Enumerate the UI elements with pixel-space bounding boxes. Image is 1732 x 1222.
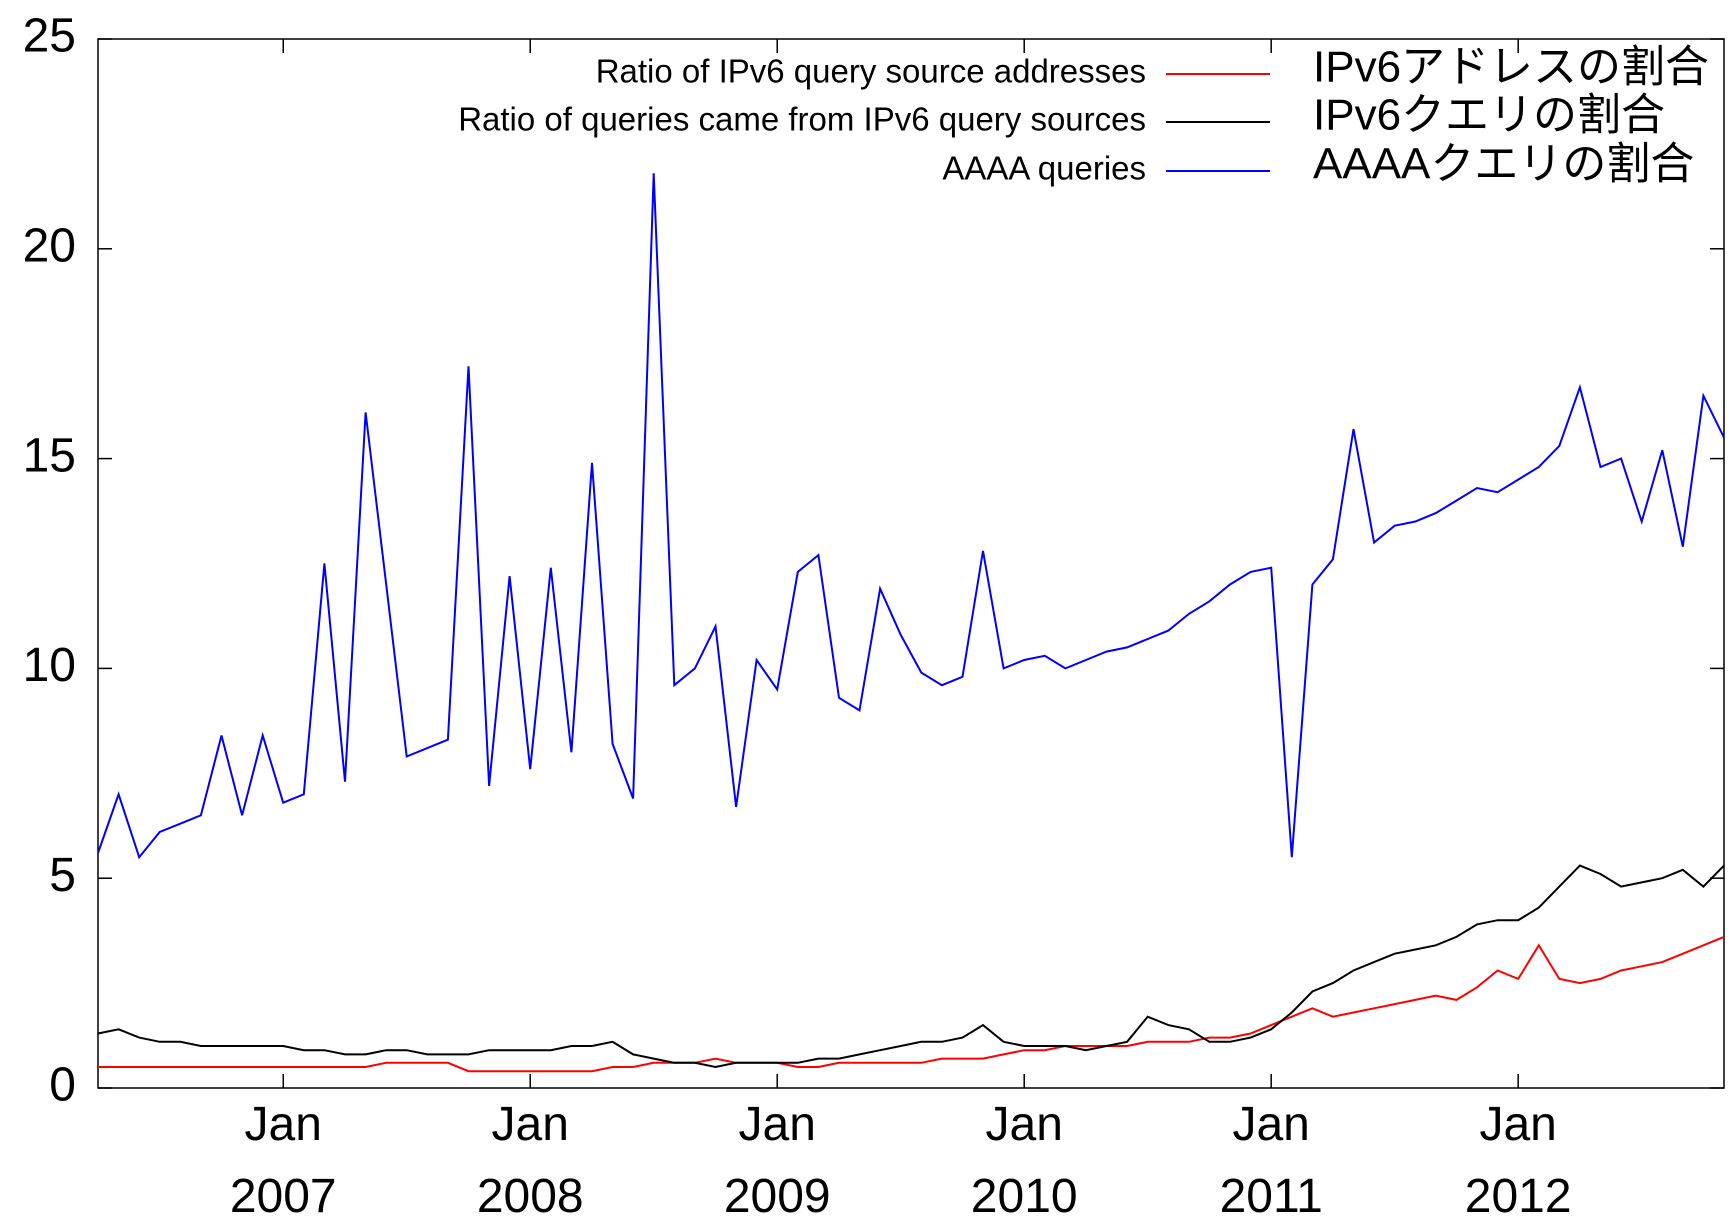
x-tick-label-line: 2007 bbox=[230, 1170, 337, 1222]
x-tick-label: Jan 2012 bbox=[1465, 1098, 1572, 1222]
x-tick-label: Jan 2009 bbox=[724, 1098, 831, 1222]
series-line bbox=[97, 173, 1725, 860]
series-line bbox=[97, 864, 1725, 1069]
x-tick-label: Jan 2011 bbox=[1220, 1098, 1323, 1222]
plot-frame bbox=[97, 38, 1725, 1089]
y-tick-label: 25 bbox=[23, 10, 76, 63]
annotation: AAAAクエリの割合 bbox=[1313, 140, 1694, 189]
legend-label: AAAA queries bbox=[942, 150, 1146, 187]
x-tick-label-line: Jan bbox=[492, 1098, 569, 1151]
x-tick-label-line: 2011 bbox=[1220, 1170, 1323, 1222]
x-tick-label-line: Jan bbox=[986, 1098, 1063, 1151]
x-tick-label: Jan 2010 bbox=[971, 1098, 1078, 1222]
x-tick-label-line: 2008 bbox=[477, 1170, 584, 1222]
annotation: IPv6アドレスの割合 bbox=[1313, 43, 1709, 92]
x-tick-label-line: Jan bbox=[1232, 1098, 1309, 1151]
annotation: IPv6クエリの割合 bbox=[1313, 91, 1665, 140]
y-tick-label: 5 bbox=[49, 849, 76, 902]
x-tick-label-line: Jan bbox=[245, 1098, 322, 1151]
x-tick-label-line: 2010 bbox=[971, 1170, 1078, 1222]
y-tick-label: 10 bbox=[23, 639, 76, 692]
x-tick-label-line: Jan bbox=[739, 1098, 816, 1151]
x-tick-label-line: Jan bbox=[1479, 1098, 1556, 1151]
x-tick-label: Jan 2008 bbox=[477, 1098, 584, 1222]
x-tick-label-line: 2009 bbox=[724, 1170, 831, 1222]
y-tick-label: 20 bbox=[23, 219, 76, 272]
legend-label: Ratio of queries came from IPv6 query so… bbox=[458, 101, 1146, 138]
x-tick-label: Jan 2007 bbox=[230, 1098, 337, 1222]
y-tick-label: 15 bbox=[23, 429, 76, 482]
legend-label: Ratio of IPv6 query source addresses bbox=[596, 53, 1146, 90]
series-line bbox=[98, 935, 1725, 1073]
y-tick-label: 0 bbox=[49, 1059, 76, 1112]
x-tick-label-line: 2012 bbox=[1465, 1170, 1572, 1222]
